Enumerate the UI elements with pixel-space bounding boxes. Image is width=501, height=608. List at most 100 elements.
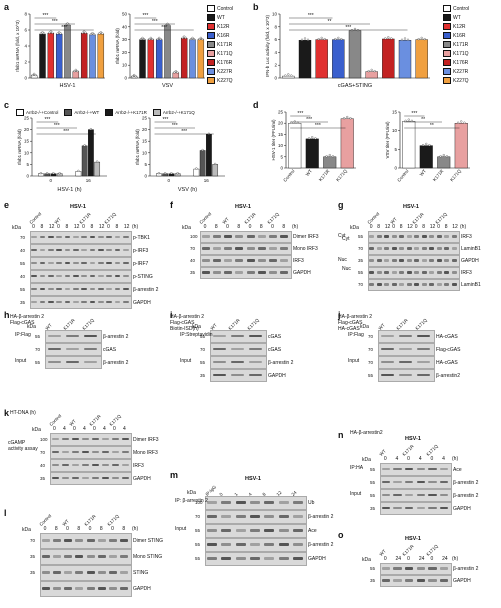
time-label: 0: [383, 456, 387, 462]
bar: [332, 39, 345, 79]
legend-item: K171R: [207, 40, 247, 49]
data-point: [390, 37, 393, 40]
y-tick-label: 20: [24, 127, 30, 132]
band: [114, 235, 121, 238]
band: [64, 248, 71, 251]
legend-item: WT: [207, 13, 247, 22]
band: [246, 247, 255, 250]
mw-label: 70: [358, 282, 364, 287]
legend-swatch: [207, 50, 215, 57]
lane-label: K171Q: [81, 317, 95, 331]
legend-swatch: [443, 23, 451, 30]
band: [84, 347, 98, 350]
mw-label: 55: [35, 359, 41, 365]
band: [52, 571, 61, 574]
sig-label: ***: [181, 129, 187, 135]
band: [391, 235, 397, 238]
blot-strip: [30, 257, 132, 270]
time-label: 8: [65, 224, 69, 230]
bars: [130, 22, 205, 79]
panel-label-d: d: [253, 100, 259, 110]
band: [250, 543, 260, 546]
bars: [30, 22, 105, 79]
band: [381, 467, 390, 470]
time-label: 0: [88, 526, 92, 532]
band: [257, 259, 266, 262]
data-point: [164, 172, 167, 175]
band: [64, 235, 71, 238]
band: [417, 334, 431, 337]
data-point: [96, 160, 99, 163]
band: [250, 557, 260, 560]
legend-label: K176R: [453, 59, 469, 66]
mw-label: 70: [20, 234, 26, 240]
band: [391, 283, 397, 286]
band: [421, 271, 427, 274]
bars: [282, 27, 428, 79]
band: [269, 271, 278, 274]
band: [428, 467, 437, 470]
time-label: 0: [226, 224, 229, 230]
band: [269, 259, 278, 262]
data-point: [41, 31, 44, 34]
time-label: 0: [107, 224, 110, 230]
bar: [172, 72, 180, 79]
bar: [75, 171, 82, 177]
mw-label: 35: [30, 570, 36, 575]
data-point: [207, 132, 210, 135]
band: [278, 529, 289, 532]
band: [264, 543, 275, 546]
row-label: Ace: [308, 528, 317, 534]
band: [81, 248, 88, 251]
band: [406, 259, 412, 262]
y-axis-label: IFN-b Luc activity (fold, x 10^3): [265, 15, 270, 77]
band: [391, 259, 397, 262]
time-label: 0: [203, 224, 207, 230]
side-label: IP:Flag: [348, 332, 364, 338]
data-point: [76, 70, 79, 73]
panel-label-b: b: [253, 2, 259, 12]
panel-label-o: o: [338, 530, 344, 540]
band: [421, 235, 427, 238]
data-point: [192, 38, 196, 41]
row-label: HA-cGAS: [436, 333, 458, 340]
time-label: 0: [113, 426, 116, 432]
row-label: β-arrestin 2: [453, 492, 479, 499]
band: [224, 271, 233, 274]
data-point: [422, 144, 425, 147]
band: [97, 248, 104, 251]
band: [114, 300, 121, 303]
legend-swatch: [207, 41, 215, 48]
legend-swatch: [64, 109, 73, 116]
panel-label-f: f: [170, 200, 173, 210]
band: [97, 261, 104, 264]
blot-strip: [380, 476, 452, 489]
data-point: [141, 36, 144, 39]
time-label: 8: [377, 224, 381, 230]
legend-swatch: [443, 14, 451, 21]
band: [257, 271, 266, 274]
band: [97, 235, 104, 238]
band: [97, 539, 106, 542]
row-label: p-IRF7: [133, 260, 149, 267]
panel-label-n: n: [338, 430, 344, 440]
y-axis-label: Ifnb1 mRNA (fold): [115, 28, 120, 64]
blot-title: HSV-1: [405, 436, 421, 442]
band: [51, 450, 59, 453]
band: [106, 300, 113, 303]
band: [91, 476, 99, 479]
band: [121, 476, 129, 479]
treatment-label: HT-DNA (h): [10, 410, 36, 416]
band: [212, 360, 226, 363]
band: [72, 261, 79, 264]
legend-item: Control: [443, 4, 498, 13]
data-point: [89, 128, 92, 131]
y-tick-label: 5: [26, 162, 29, 167]
treatment-label: Biotin-ISD(h): [170, 326, 199, 332]
data-point: [407, 118, 410, 121]
blot-strip: [380, 502, 452, 515]
mw-label: 70: [40, 449, 46, 455]
band: [250, 501, 260, 504]
band: [120, 539, 129, 542]
data-point: [387, 36, 390, 39]
